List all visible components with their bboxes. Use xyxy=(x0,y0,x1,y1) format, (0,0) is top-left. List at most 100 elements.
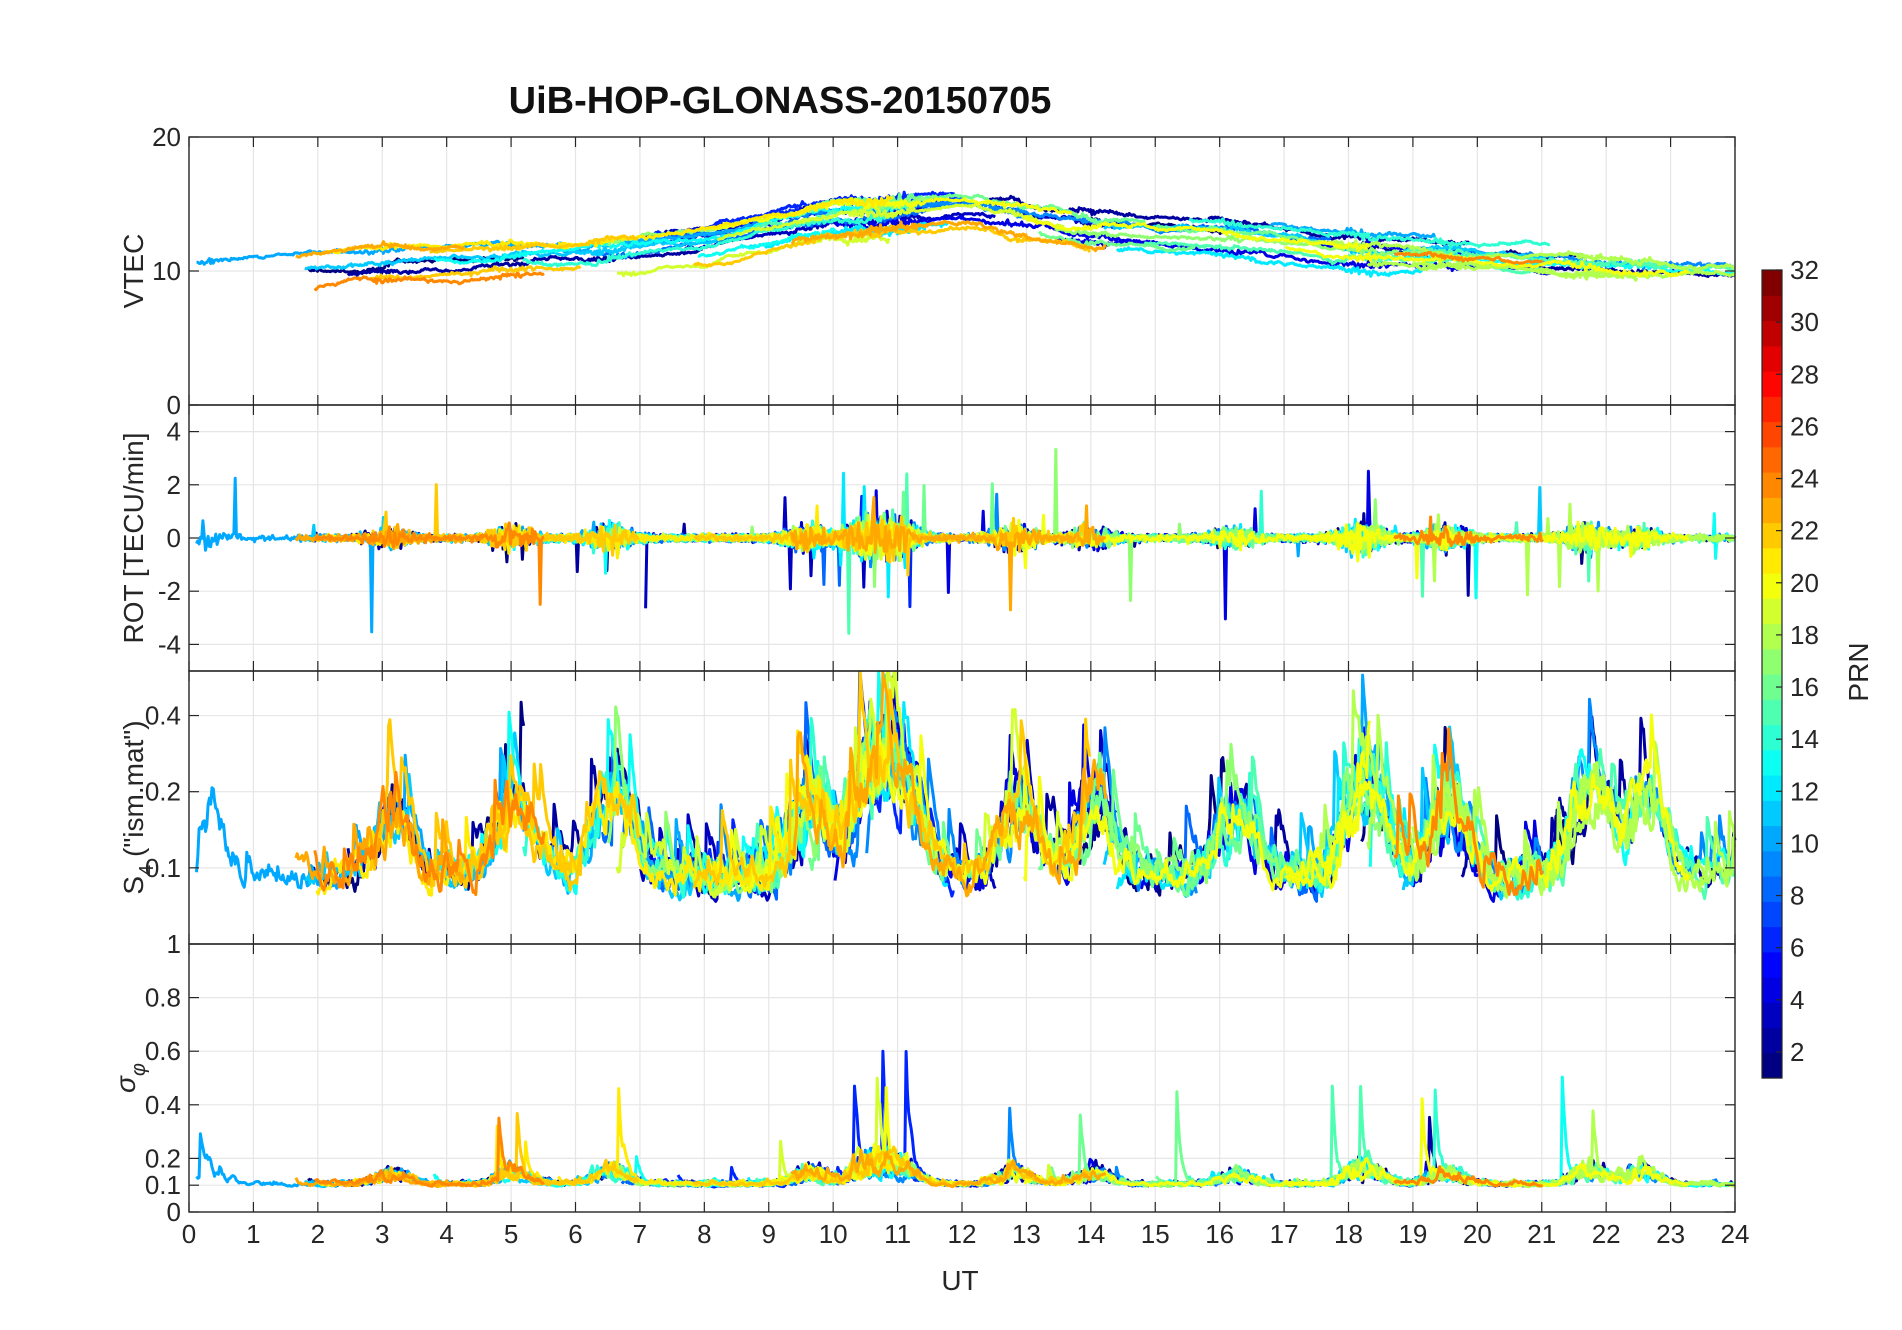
colorbar-label: PRN xyxy=(1843,642,1874,701)
colorbar-tick-label: 16 xyxy=(1790,672,1819,702)
colorbar-segment xyxy=(1762,648,1782,675)
x-tick-label: 20 xyxy=(1463,1219,1492,1249)
y-tick-label: 0.1 xyxy=(145,1170,181,1200)
x-tick-label: 17 xyxy=(1270,1219,1299,1249)
y-tick-label: -4 xyxy=(158,629,181,659)
trace-prn-23-VTEC xyxy=(790,219,1108,253)
colorbar-segment xyxy=(1762,699,1782,726)
trace-prn-22-S4 xyxy=(692,670,1091,889)
x-axis: 0 1 2 3 4 5 6 7 8 9 10 11 12 13 14 15 16 17 18 19 20 21 22 23 24 xyxy=(182,1219,1750,1249)
y-axis-label-S4: S4 ("ism.mat") xyxy=(118,720,158,894)
colorbar-tick-label: 24 xyxy=(1790,464,1819,494)
chart-title: UiB-HOP-GLONASS-20150705 xyxy=(509,80,1052,122)
x-tick-label: 7 xyxy=(633,1219,647,1249)
colorbar-segment xyxy=(1762,598,1782,625)
colorbar-tick-label: 18 xyxy=(1790,620,1819,650)
colorbar-segment xyxy=(1762,926,1782,953)
y-tick-label: 0 xyxy=(167,523,181,553)
colorbar-segment xyxy=(1762,345,1782,372)
y-tick-label: 4 xyxy=(167,417,181,447)
colorbar-segment xyxy=(1762,749,1782,776)
colorbar-segment xyxy=(1762,573,1782,599)
trace-prn-22-sigma_phi xyxy=(692,1145,1091,1188)
colorbar-segment xyxy=(1762,497,1782,524)
y-tick-label: 20 xyxy=(152,122,181,152)
trace-prn-16-VTEC xyxy=(808,192,1147,226)
x-tick-label: 2 xyxy=(311,1219,325,1249)
colorbar-segment xyxy=(1762,446,1782,473)
trace-prn-20-VTEC xyxy=(1023,215,1370,253)
x-tick-label: 23 xyxy=(1656,1219,1685,1249)
colorbar-segment xyxy=(1762,270,1782,296)
colorbar-tick-label: 30 xyxy=(1790,307,1819,337)
y-tick-label: 0.8 xyxy=(145,983,181,1013)
colorbar-segment xyxy=(1762,876,1782,902)
colorbar-segment xyxy=(1762,800,1782,827)
axes-sigma_phi: 00.10.2 0.4 0.6 0.8 1 σφ xyxy=(110,929,1736,1227)
trace-prn-21-S4 xyxy=(556,729,895,897)
trace-prn-23-S4 xyxy=(790,670,1108,898)
colorbar-segment xyxy=(1762,396,1782,423)
colorbar-segment xyxy=(1762,850,1782,877)
trace-prn-14-VTEC xyxy=(521,212,891,268)
x-tick-label: 8 xyxy=(697,1219,711,1249)
colorbar-segment xyxy=(1762,825,1782,852)
colorbar-segment xyxy=(1762,472,1782,498)
colorbar-segment xyxy=(1762,977,1782,1003)
trace-prn-13-VTEC xyxy=(697,227,837,258)
trace-prn-24-S4 xyxy=(313,770,546,897)
trace-prn-24-ROT xyxy=(314,521,545,606)
colorbar-segment xyxy=(1762,295,1782,322)
trace-prn-23-S4 xyxy=(294,807,466,889)
trace-prn-23-sigma_phi xyxy=(790,1148,1107,1189)
colorbar-tick-label: 26 xyxy=(1790,411,1819,441)
y-tick-label: 0.4 xyxy=(145,1090,181,1120)
x-tick-label: 22 xyxy=(1592,1219,1621,1249)
colorbar-tick-label: 12 xyxy=(1790,776,1819,806)
trace-prn-20-S4 xyxy=(1284,713,1691,892)
trace-prn-20-S4 xyxy=(706,731,1074,894)
x-tick-label: 16 xyxy=(1205,1219,1234,1249)
colorbar-segment xyxy=(1762,775,1782,801)
traces xyxy=(195,190,1737,1189)
colorbar-segment xyxy=(1762,371,1782,397)
colorbar-tick-label: 14 xyxy=(1790,724,1819,754)
trace-prn-23-ROT xyxy=(790,496,1107,612)
trace-prn-13-VTEC xyxy=(433,201,909,265)
trace-prn-20-VTEC xyxy=(706,197,1073,231)
colorbar-segment xyxy=(1762,1027,1782,1054)
colorbar-tick-label: 2 xyxy=(1790,1037,1804,1067)
x-tick-label: 5 xyxy=(504,1219,518,1249)
y-tick-label: 2 xyxy=(167,470,181,500)
colorbar-segment xyxy=(1762,623,1782,650)
x-tick-label: 9 xyxy=(762,1219,776,1249)
x-tick-label: 18 xyxy=(1334,1219,1363,1249)
colorbar-segment xyxy=(1762,421,1782,448)
trace-prn-19-VTEC xyxy=(616,232,891,278)
trace-prn-24-ROT xyxy=(1393,515,1544,548)
axes-VTEC: 0 10 20 VTEC xyxy=(118,122,1736,420)
colorbar-frame xyxy=(1761,269,1783,1079)
colorbar-segment xyxy=(1762,1052,1782,1079)
colorbar-tick-label: 20 xyxy=(1790,568,1819,598)
colorbar-segment xyxy=(1762,901,1782,928)
x-axis-label: UT xyxy=(941,1265,978,1296)
y-tick-label: 0.1 xyxy=(145,853,181,883)
y-tick-label: 0.2 xyxy=(145,1143,181,1173)
x-tick-label: 3 xyxy=(375,1219,389,1249)
colorbar-segment xyxy=(1762,522,1782,549)
x-tick-label: 12 xyxy=(948,1219,977,1249)
y-tick-label: 0.6 xyxy=(145,1036,181,1066)
colorbar-segment xyxy=(1762,951,1782,978)
trace-prn-4-VTEC xyxy=(833,215,1138,247)
trace-prn-24-VTEC xyxy=(1394,251,1543,265)
colorbar-segment xyxy=(1762,1002,1782,1029)
y-tick-label: 0 xyxy=(167,390,181,420)
trace-prn-14-VTEC xyxy=(1188,217,1551,249)
x-tick-label: 1 xyxy=(246,1219,260,1249)
trace-prn-24-S4 xyxy=(1393,727,1545,897)
colorbar-tick-label: 28 xyxy=(1790,359,1819,389)
